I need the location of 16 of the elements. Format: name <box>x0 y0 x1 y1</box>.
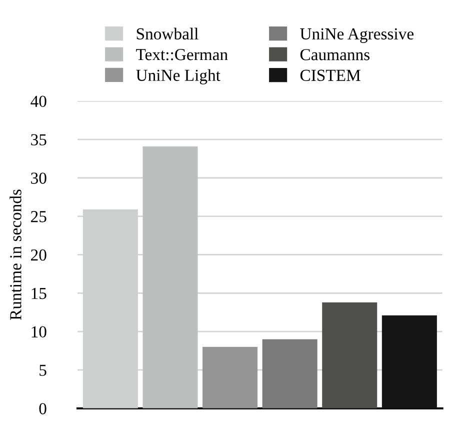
y-tick-label: 10 <box>32 326 46 338</box>
y-tick-label: 30 <box>31 172 46 184</box>
y-tick-label: 0 <box>39 403 46 414</box>
y-tick-label: 20 <box>31 249 46 261</box>
y-axis-title: Runtime in seconds <box>10 190 22 320</box>
legend-label: Snowball <box>136 28 198 40</box>
legend-label: Caumanns <box>300 49 370 60</box>
y-tick-label: 40 <box>30 96 46 107</box>
legend-label: UniNe Agressive <box>300 28 414 43</box>
legend-label: Text::German <box>136 49 228 60</box>
y-tick-label: 25 <box>31 211 46 222</box>
y-tick-label: 15 <box>32 288 46 300</box>
y-tick-label: 5 <box>40 364 46 376</box>
legend-label: UniNe Light <box>136 69 220 84</box>
y-tick-label: 35 <box>31 134 46 146</box>
legend-label: CISTEM <box>300 70 360 81</box>
